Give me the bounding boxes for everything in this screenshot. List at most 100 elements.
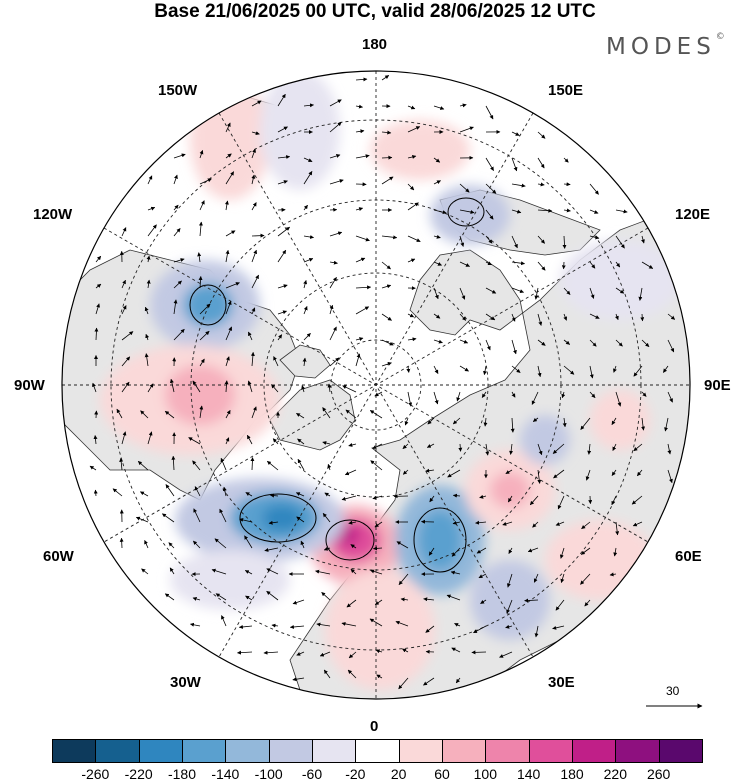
wind-vector: [505, 469, 513, 475]
wind-vector: [423, 677, 435, 686]
lon-label-120w: 120W: [33, 206, 73, 223]
reference-vector-value: 30: [666, 684, 680, 698]
lon-label-150w: 150W: [158, 82, 198, 99]
wind-vector: [506, 573, 513, 588]
wind-vector: [369, 410, 383, 419]
wind-vector: [225, 171, 235, 185]
contours: [189, 197, 485, 573]
wind-vector: [527, 547, 539, 553]
wind-vector: [251, 233, 265, 238]
legend-swatch: [398, 739, 443, 763]
wind-vector: [480, 599, 487, 604]
wind-vector: [221, 615, 227, 627]
wind-vector: [511, 313, 516, 322]
wind-vector: [369, 618, 383, 627]
wind-vector: [329, 121, 342, 133]
legend-swatch: [182, 739, 227, 763]
wind-vector: [224, 380, 229, 393]
legend-tick-label: -140: [211, 766, 240, 782]
wind-vector: [433, 339, 443, 344]
wind-vector: [447, 469, 461, 478]
wind-vector: [479, 494, 487, 499]
wind-vector: [140, 410, 149, 419]
wind-vector: [302, 357, 307, 367]
legend-tick-label: -20: [345, 766, 366, 782]
wind-vector: [459, 261, 470, 267]
modes-logo: MODES©: [606, 32, 725, 60]
wind-vector: [329, 304, 334, 315]
wind-vector: [296, 651, 305, 656]
wind-vector: [341, 495, 357, 501]
wind-vector: [347, 669, 357, 679]
wind-vector: [121, 227, 127, 237]
legend-tick-label: 260: [646, 766, 671, 782]
wind-vector: [147, 431, 153, 445]
wind-vector: [225, 326, 233, 341]
wind-vector: [509, 443, 514, 455]
wind-vector: [381, 361, 392, 367]
wind-vector: [560, 573, 565, 583]
brand-text: MODES: [606, 34, 716, 60]
wind-vector: [511, 235, 518, 249]
lon-label-120e: 120E: [675, 206, 711, 223]
lon-label-60e: 60E: [675, 548, 702, 565]
wind-vector: [303, 235, 314, 239]
wind-vector: [322, 441, 331, 445]
legend-swatch: [52, 739, 97, 763]
legend-swatch: [312, 739, 357, 763]
wind-vector: [329, 154, 341, 159]
wind-vector: [329, 179, 344, 185]
wind-vector: [121, 381, 130, 393]
wind-vector: [456, 391, 461, 402]
wind-vector: [355, 353, 361, 367]
wind-vector: [199, 330, 210, 341]
lon-label-150e: 150E: [548, 82, 584, 99]
wind-vector: [147, 224, 157, 237]
wind-vector: [297, 438, 305, 445]
wind-vector: [524, 598, 539, 603]
wind-vector: [215, 593, 227, 601]
wind-vector: [164, 410, 175, 419]
wind-vector: [433, 234, 441, 239]
wind-vector: [446, 594, 461, 601]
wind-vector: [350, 544, 357, 549]
wind-vector: [559, 547, 565, 559]
wind-vector: [433, 391, 439, 405]
wind-vector: [459, 235, 465, 247]
wind-vector: [277, 249, 287, 263]
wind-vector: [144, 306, 149, 315]
wind-vector: [433, 287, 439, 300]
wind-vector: [589, 391, 596, 398]
wind-vector: [329, 231, 343, 237]
wind-vector: [225, 300, 232, 315]
legend-tick-label: 180: [560, 766, 584, 782]
wind-vector: [173, 280, 182, 289]
wind-vector: [89, 465, 97, 471]
wind-vector: [92, 382, 97, 393]
wind-vector: [193, 540, 201, 549]
wind-vector: [268, 520, 279, 525]
wind-vector: [327, 383, 332, 393]
wind-vector: [322, 407, 331, 419]
wind-vector: [589, 313, 600, 319]
wind-vector: [511, 339, 517, 355]
legend-swatch: [658, 739, 703, 763]
wind-vector: [245, 595, 253, 601]
wind-vector: [396, 541, 409, 549]
wind-vector: [93, 489, 98, 497]
wind-vector: [641, 339, 650, 347]
wind-vector: [511, 287, 524, 293]
wind-vector: [532, 521, 539, 528]
wind-vector: [485, 313, 496, 321]
map-disk: [62, 71, 690, 699]
wind-vector: [615, 209, 628, 214]
wind-vector: [194, 486, 201, 497]
legend-tick-label: -180: [167, 766, 197, 782]
wind-vector: [121, 431, 127, 445]
wind-vector: [611, 495, 617, 506]
wind-vector: [244, 570, 253, 575]
wind-vector: [529, 495, 539, 506]
wind-vector: [450, 570, 461, 575]
wind-vector: [277, 93, 286, 107]
wind-vector: [589, 287, 595, 299]
